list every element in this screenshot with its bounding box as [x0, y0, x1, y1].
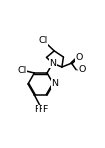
Text: O: O: [75, 53, 83, 62]
Text: F: F: [34, 105, 39, 114]
Text: N: N: [49, 59, 56, 68]
Text: F: F: [38, 105, 43, 114]
Text: Cl: Cl: [38, 36, 48, 45]
Text: N: N: [51, 79, 58, 89]
Text: F: F: [42, 105, 47, 114]
Text: O: O: [78, 65, 86, 74]
Text: Cl: Cl: [18, 66, 27, 75]
